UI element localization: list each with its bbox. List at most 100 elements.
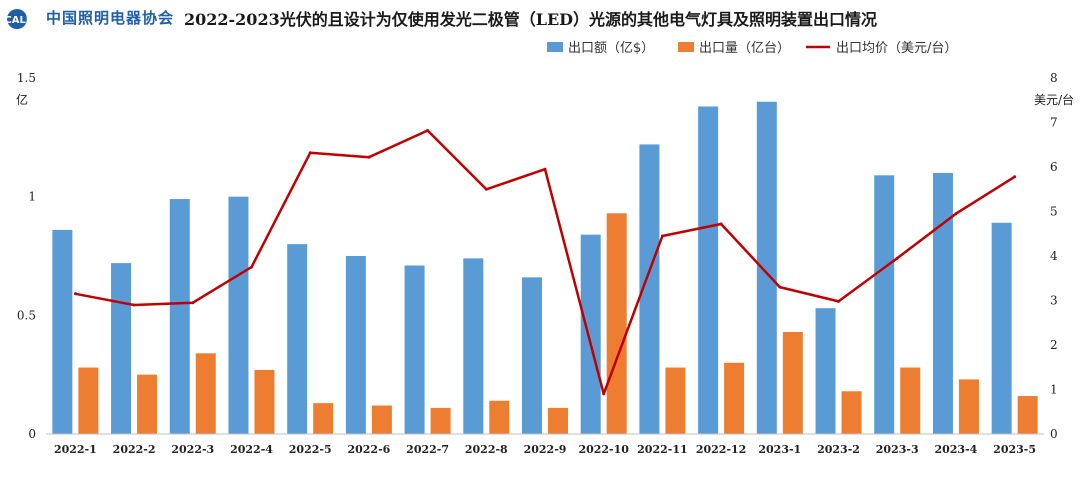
- x-axis-tick-label: 2023-5: [993, 443, 1036, 456]
- right-axis-ticks: 0 1 2 3 4 5 6 7 8: [1050, 71, 1058, 441]
- x-axis-tick-label: 2022-7: [406, 443, 449, 456]
- point-average-price: [484, 187, 488, 191]
- point-average-price: [837, 299, 840, 303]
- bar-export-quantity: [665, 367, 686, 434]
- bar-export-quantity: [900, 367, 921, 434]
- legend-swatch-quantity: [678, 42, 694, 52]
- bar-export-value: [991, 222, 1012, 434]
- x-axis-tick-label: 2022-4: [230, 443, 273, 456]
- bar-export-quantity: [137, 374, 158, 434]
- point-average-price: [426, 129, 430, 132]
- x-axis-tick-label: 2023-1: [758, 443, 801, 456]
- right-axis-tick-label: 1: [1050, 383, 1058, 397]
- point-average-price: [367, 155, 371, 159]
- bar-export-value: [639, 144, 660, 434]
- right-axis-tick-label: 8: [1050, 71, 1058, 85]
- x-axis-tick-label: 2023-2: [817, 443, 860, 456]
- bar-export-quantity: [958, 379, 979, 434]
- legend: 出口额（亿$） 出口量（亿台） 出口均价（美元/台）: [547, 41, 957, 56]
- left-axis-tick-label: 1.5: [17, 71, 36, 85]
- bar-export-value: [580, 234, 601, 434]
- x-axis-tick-label: 2022-5: [289, 443, 332, 456]
- bar-export-value: [52, 229, 73, 434]
- x-axis-tick-label: 2022-10: [578, 443, 629, 456]
- x-axis-tick-label: 2022-12: [696, 443, 747, 456]
- bar-export-quantity: [430, 407, 451, 434]
- header: CALI 中国照明电器协会 2022-2023光伏的且设计为仅使用发光二极管（L…: [0, 0, 1080, 38]
- right-axis-tick-label: 6: [1050, 160, 1058, 174]
- bar-export-value: [111, 263, 132, 434]
- left-axis-tick-label: 0: [28, 427, 36, 441]
- left-axis-tick-label: 0.5: [17, 308, 36, 322]
- right-axis-unit: 美元/台: [1034, 92, 1074, 107]
- bar-export-quantity: [1017, 396, 1038, 434]
- x-axis-tick-label: 2022-1: [54, 443, 97, 456]
- point-average-price: [895, 256, 899, 260]
- point-average-price: [250, 265, 253, 269]
- bar-export-quantity: [313, 403, 334, 434]
- point-average-price: [73, 292, 77, 296]
- point-average-price: [602, 392, 606, 396]
- bar-export-quantity: [371, 405, 392, 434]
- left-axis-unit: 亿: [16, 92, 28, 107]
- legend-label-price: 出口均价（美元/台）: [836, 41, 957, 56]
- cali-logo-icon: CALI: [6, 9, 30, 29]
- x-axis-tick-label: 2022-8: [465, 443, 508, 456]
- x-axis-tick-label: 2022-3: [171, 443, 214, 456]
- right-axis-tick-label: 0: [1050, 427, 1058, 441]
- bar-export-quantity: [78, 367, 99, 434]
- x-axis-tick-label: 2022-2: [113, 443, 156, 456]
- chart-title: 2022-2023光伏的且设计为仅使用发光二极管（LED）光源的其他电气灯具及照…: [184, 10, 878, 29]
- bar-export-value: [874, 175, 895, 434]
- right-axis-tick-label: 3: [1050, 294, 1058, 308]
- bar-export-value: [932, 172, 953, 434]
- point-average-price: [191, 301, 195, 305]
- x-axis-tick-label: 2022-6: [347, 443, 390, 456]
- bar-export-quantity: [254, 369, 275, 434]
- bar-export-value: [756, 101, 777, 434]
- org-name: 中国照明电器协会: [46, 9, 175, 27]
- bar-export-value: [815, 308, 836, 434]
- bar-export-quantity: [841, 391, 862, 434]
- point-average-price: [543, 167, 547, 171]
- point-average-price: [719, 222, 723, 226]
- point-average-price: [778, 285, 782, 289]
- x-axis-ticks: 2022-1 2022-2 2022-3 2022-4 2022-5 2022-6 2022…: [54, 443, 1036, 456]
- bar-export-quantity: [548, 407, 568, 434]
- bar-export-value: [463, 258, 484, 434]
- bar-export-value: [169, 199, 190, 434]
- left-axis-tick-label: 1: [28, 190, 36, 204]
- bar-export-quantity: [606, 213, 627, 434]
- point-average-price: [1013, 175, 1017, 179]
- bar-export-quantity: [724, 362, 745, 434]
- bar-export-value: [287, 244, 308, 434]
- x-axis-tick-label: 2022-11: [637, 443, 688, 456]
- bar-export-value: [404, 265, 425, 434]
- point-average-price: [308, 151, 312, 155]
- right-axis-tick-label: 2: [1050, 338, 1058, 352]
- bars: [52, 101, 1038, 434]
- bar-export-value: [698, 106, 719, 434]
- right-axis-tick-label: 4: [1050, 249, 1058, 263]
- bar-export-quantity: [195, 353, 216, 434]
- legend-label-value: 出口额（亿$）: [568, 41, 654, 56]
- bar-export-value: [522, 277, 542, 434]
- x-axis-tick-label: 2023-3: [876, 443, 919, 456]
- price-line-series: [73, 129, 1017, 396]
- right-axis-tick-label: 5: [1050, 205, 1058, 219]
- x-axis-tick-label: 2022-9: [524, 443, 567, 456]
- left-axis-ticks: 0 0.5 1 1.5: [17, 71, 36, 441]
- point-average-price: [954, 212, 958, 216]
- x-axis-tick-label: 2023-4: [934, 443, 977, 456]
- legend-label-quantity: 出口量（亿台）: [699, 41, 790, 56]
- bar-export-quantity: [489, 400, 510, 434]
- right-axis-tick-label: 7: [1050, 116, 1058, 130]
- logo-text: CALI: [6, 15, 30, 26]
- bar-export-value: [345, 256, 366, 434]
- point-average-price: [132, 303, 136, 307]
- point-average-price: [660, 234, 664, 238]
- bar-export-value: [228, 196, 249, 434]
- legend-swatch-value: [547, 42, 563, 52]
- bar-export-quantity: [782, 331, 803, 434]
